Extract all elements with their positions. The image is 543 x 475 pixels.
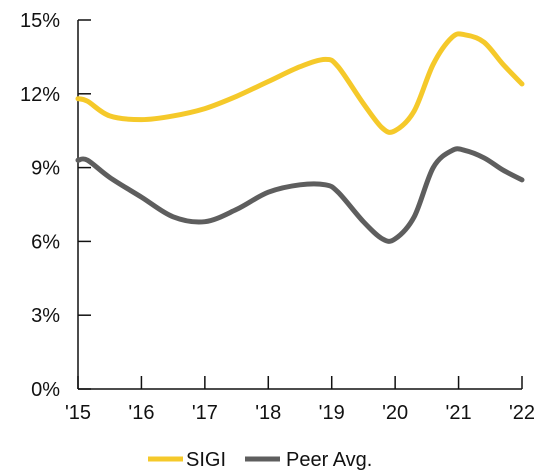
legend-label-sigi: SIGI — [186, 449, 226, 470]
y-tick-label: 12% — [20, 84, 60, 106]
series-layer — [75, 31, 525, 244]
x-tick-label: '20 — [382, 402, 408, 424]
x-tick-label: '18 — [255, 402, 281, 424]
axes: 0% 3% 6% 9% 12% 15% '15 '16 '17 '18 '19 '20 '21 '22 — [20, 10, 535, 424]
x-tick-label: '22 — [509, 402, 535, 424]
y-tick-label: 15% — [20, 10, 60, 32]
x-tick-label: '21 — [446, 402, 472, 424]
x-tick-label: '19 — [319, 402, 345, 424]
y-tick-label: 6% — [31, 231, 60, 253]
legend: SIGI Peer Avg. — [148, 449, 372, 471]
x-tick-label: '17 — [192, 402, 218, 424]
series-line-sigi — [75, 31, 525, 135]
y-tick-label: 3% — [31, 305, 60, 327]
series-line-peer-avg — [75, 146, 525, 244]
x-tick-label: '16 — [128, 402, 154, 424]
legend-label-peer: Peer Avg. — [286, 449, 372, 470]
y-tick-label: 9% — [31, 158, 60, 180]
y-tick-label: 0% — [31, 379, 60, 401]
x-tick-label: '15 — [65, 402, 91, 424]
